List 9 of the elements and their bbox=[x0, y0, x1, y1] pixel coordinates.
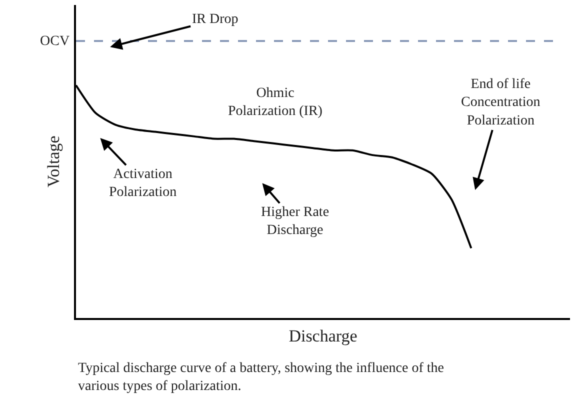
x-axis-title: Discharge bbox=[288, 326, 358, 346]
text: Typical discharge curve of a battery, showing the influence of the various types of polarization. bbox=[78, 361, 444, 394]
text: IR Drop bbox=[192, 12, 238, 27]
annotation: Higher Rate Discharge bbox=[261, 205, 330, 238]
annotation: Ohmic Polarization (IR) bbox=[228, 86, 323, 120]
ref-line-label: OCV bbox=[40, 34, 70, 49]
annotation: Activation Polarization bbox=[109, 167, 177, 200]
annotation: End of life Concentration Polarization bbox=[461, 77, 540, 128]
y-axis-title: Voltage bbox=[44, 136, 64, 188]
